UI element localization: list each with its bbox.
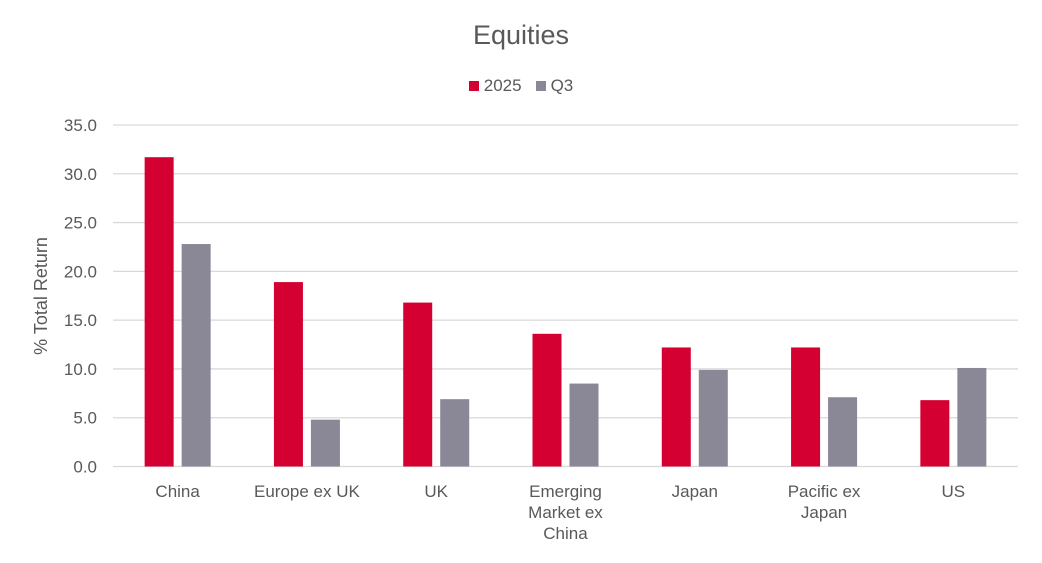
y-tick-label: 5.0 (73, 409, 97, 428)
legend-swatch (468, 81, 479, 91)
legend-item-2025: 2025 (468, 76, 522, 96)
x-tick-label: China (155, 482, 200, 501)
bar-2025-0 (144, 157, 174, 467)
y-axis-label: % Total Return (31, 237, 51, 355)
x-tick-label: Japan (672, 482, 718, 501)
legend-item-q3: Q3 (535, 76, 574, 96)
x-tick-label: UK (424, 482, 448, 501)
bar-2025-6 (920, 400, 950, 467)
y-tick-label: 0.0 (73, 458, 97, 477)
x-tick-label: Emerging (529, 482, 602, 501)
bar-2025-1 (273, 282, 303, 467)
bar-2025-2 (403, 302, 433, 467)
bar-q3-4 (698, 369, 728, 467)
y-tick-label: 10.0 (64, 360, 97, 379)
x-tick-label: Europe ex UK (254, 482, 360, 501)
x-tick-label: China (543, 524, 588, 543)
legend-swatch (535, 81, 546, 91)
legend: 2025 Q3 (0, 76, 1042, 96)
legend-label: 2025 (483, 76, 522, 95)
y-tick-label: 15.0 (64, 311, 97, 330)
x-tick-label: US (942, 482, 966, 501)
x-tick-label: Japan (801, 503, 847, 522)
y-tick-label: 30.0 (64, 165, 97, 184)
bar-q3-3 (569, 383, 599, 467)
bar-q3-1 (310, 419, 340, 467)
y-tick-label: 25.0 (64, 214, 97, 233)
bar-q3-0 (181, 244, 211, 467)
x-tick-label: Market ex (528, 503, 603, 522)
bar-q3-6 (957, 367, 987, 467)
y-tick-label: 20.0 (64, 262, 97, 281)
bar-2025-3 (532, 333, 562, 467)
y-tick-label: 35.0 (64, 116, 97, 135)
bar-q3-2 (440, 399, 470, 467)
x-tick-label: Pacific ex (788, 482, 861, 501)
chart-title: Equities (472, 20, 570, 50)
bar-2025-4 (661, 347, 691, 467)
bar-2025-5 (791, 347, 821, 467)
bar-q3-5 (828, 397, 858, 467)
legend-label: Q3 (550, 76, 574, 95)
